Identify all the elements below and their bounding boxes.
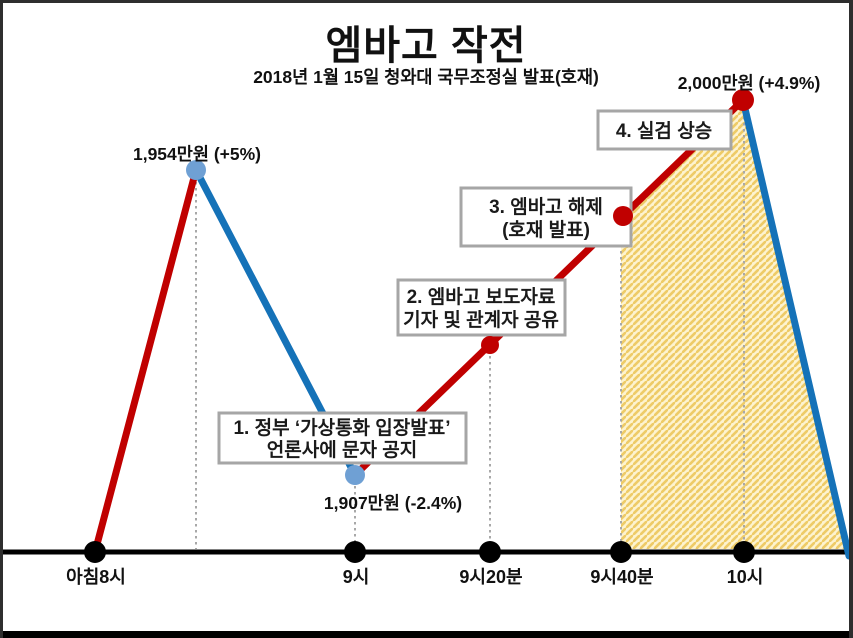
x-tick-8am: 아침8시 — [66, 567, 126, 587]
callout-3-line-2: (호재 발표) — [502, 219, 590, 241]
marker-event-2 — [481, 336, 499, 354]
bottom-frame-bar — [3, 631, 849, 638]
axis-dot-920 — [479, 541, 501, 563]
callout-box-1 — [217, 411, 468, 465]
axis-dot-9 — [344, 541, 366, 563]
axis-dot-940 — [610, 541, 632, 563]
price-line-chart: 1. 정부 ‘가상통화 입장발표’ 언론사에 문자 공지 2. 엠바고 보도자료… — [3, 89, 849, 563]
callout-box-3 — [459, 186, 633, 248]
marker-peak2 — [732, 89, 754, 111]
callout-boxes: 1. 정부 ‘가상통화 입장발표’ 언론사에 문자 공지 2. 엠바고 보도자료… — [217, 109, 733, 465]
callout-1-line-2: 언론사에 문자 공지 — [267, 439, 417, 461]
marker-peak1 — [186, 160, 206, 180]
callout-4-line-1: 4. 실검 상승 — [616, 120, 712, 142]
callout-2-line-2: 기자 및 관계자 공유 — [403, 309, 559, 331]
callout-box-2 — [396, 278, 567, 337]
x-tick-940: 9시40분 — [590, 567, 654, 587]
marker-event-3 — [613, 206, 633, 226]
callout-3-line-1: 3. 엠바고 해제 — [489, 196, 603, 218]
callout-1-line-1: 1. 정부 ‘가상통화 입장발표’ — [233, 417, 450, 439]
callout-2-line-1: 2. 엠바고 보도자료 — [407, 286, 556, 308]
highlight-hatched-area — [621, 100, 849, 549]
x-tick-920: 9시20분 — [459, 567, 523, 587]
price-label-dip: 1,907만원 (-2.4%) — [323, 493, 463, 513]
price-label-peak1: 1,954만원 (+5%) — [132, 144, 262, 164]
page-subtitle: 2018년 1월 15일 청와대 국무조정실 발표(호재) — [253, 67, 599, 87]
axis-dot-10 — [733, 541, 755, 563]
price-label-peak2: 2,000만원 (+4.9%) — [677, 73, 821, 93]
dotted-guides — [195, 111, 745, 549]
fall-segment-2 — [739, 96, 849, 560]
callout-box-4 — [596, 109, 733, 151]
data-point-markers — [186, 89, 754, 485]
x-tick-10: 10시 — [726, 567, 764, 587]
axis-dot-8am — [84, 541, 106, 563]
page-title: 엠바고 작전 — [325, 24, 527, 68]
rise-segment-1 — [91, 166, 200, 556]
axis-dots — [84, 541, 755, 563]
marker-dip — [345, 465, 365, 485]
x-tick-9: 9시 — [342, 567, 370, 587]
